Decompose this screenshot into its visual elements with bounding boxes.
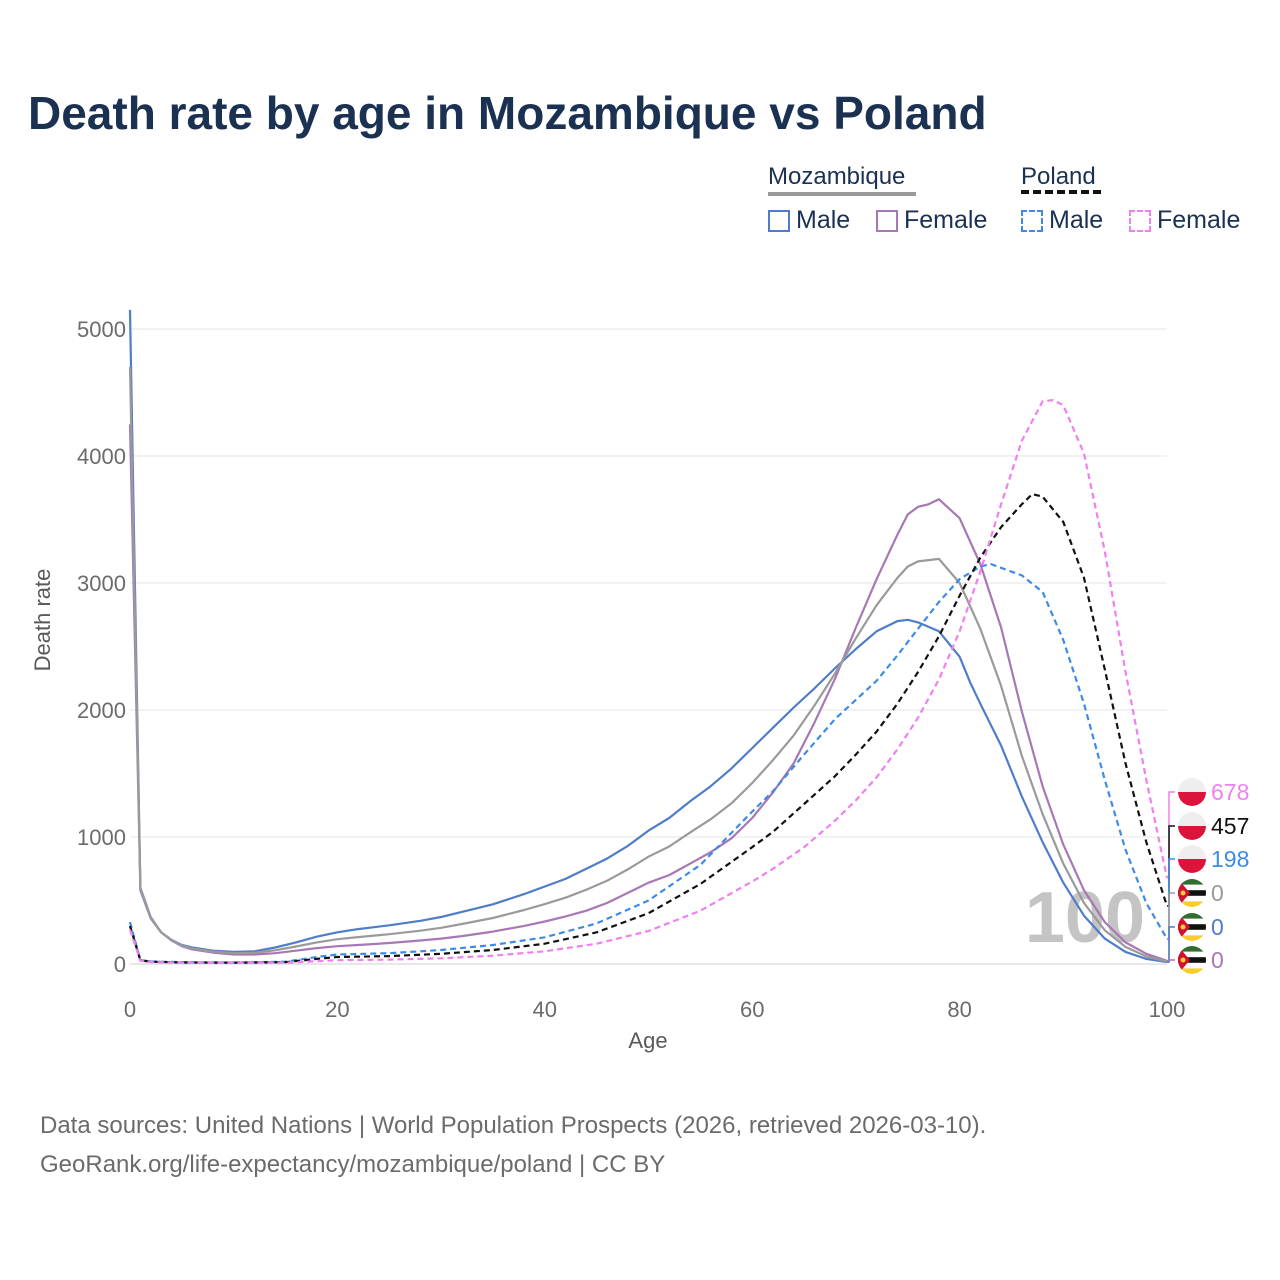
y-tick-label: 3000 [77, 571, 126, 596]
end-label-connector [1167, 926, 1175, 963]
y-tick-label: 5000 [77, 317, 126, 342]
series-line-mozambique-male[interactable] [128, 309, 1168, 964]
series-line-poland-both[interactable] [128, 493, 1169, 964]
mozambique-flag-icon [1178, 879, 1206, 907]
end-value-label: 678 [1211, 779, 1249, 805]
end-label-connector [1167, 791, 1175, 879]
series-line-mozambique-female[interactable] [128, 424, 1168, 962]
y-tick-label: 2000 [77, 698, 126, 723]
x-tick-label: 0 [124, 997, 136, 1022]
x-tick-label: 20 [325, 997, 349, 1022]
series-line-poland-male[interactable] [128, 562, 1168, 964]
y-axis-title: Death rate [30, 569, 55, 672]
y-tick-label: 1000 [77, 825, 126, 850]
x-tick-label: 100 [1149, 997, 1186, 1022]
x-axis-title: Age [628, 1028, 667, 1053]
page-title: Death rate by age in Mozambique vs Polan… [28, 87, 987, 139]
end-labels: 678 457 198 0 0 0 [1167, 778, 1249, 974]
footer-link[interactable]: GeoRank.org/life-expectancy/mozambique/p… [40, 1151, 666, 1178]
x-tick-label: 40 [533, 997, 557, 1022]
end-value-label: 198 [1211, 846, 1249, 872]
footer-source: Data sources: United Nations | World Pop… [40, 1112, 987, 1139]
mozambique-flag-icon [1178, 946, 1206, 974]
end-label-connector [1167, 825, 1175, 907]
footer: Data sources: United Nations | World Pop… [40, 1106, 986, 1184]
y-tick-label: 4000 [77, 444, 126, 469]
end-value-label: 457 [1211, 813, 1249, 839]
x-tick-label: 80 [947, 997, 971, 1022]
series-lines [128, 309, 1169, 965]
poland-flag-icon [1178, 812, 1206, 840]
series-line-mozambique-both[interactable] [128, 367, 1168, 963]
end-label-connector [1167, 959, 1175, 962]
y-tick-label: 0 [114, 952, 126, 977]
mozambique-flag-icon [1178, 913, 1206, 941]
axes: 0 1000 2000 3000 4000 5000 0 20 40 60 80 100 [77, 317, 1185, 1022]
end-value-label: 0 [1211, 914, 1224, 940]
poland-flag-icon [1178, 778, 1206, 806]
grid-lines [130, 328, 1167, 965]
end-value-label: 0 [1211, 947, 1224, 973]
series-line-poland-female[interactable] [128, 399, 1169, 965]
x-tick-label: 60 [740, 997, 764, 1022]
end-value-label: 0 [1211, 880, 1224, 906]
poland-flag-icon [1178, 845, 1206, 873]
